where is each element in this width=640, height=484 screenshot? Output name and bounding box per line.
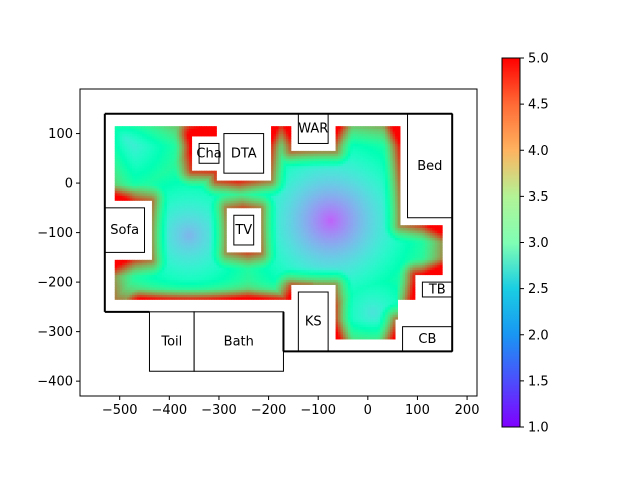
room-dta-label: DTA <box>231 146 257 161</box>
room-bed-label: Bed <box>417 159 442 174</box>
room-cha: Cha <box>196 143 221 163</box>
room-cha-label: Cha <box>196 146 221 161</box>
room-sofa-label: Sofa <box>110 223 139 238</box>
colorbar-tick-label: 1.0 <box>528 421 549 436</box>
room-war-label: WAR <box>298 122 328 137</box>
x-tick-label: −500 <box>102 403 138 418</box>
x-tick-label: −400 <box>151 403 187 418</box>
x-tick-label: 0 <box>364 403 372 418</box>
colorbar-tick-label: 2.0 <box>528 328 549 343</box>
room-tb-label: TB <box>428 283 446 298</box>
y-tick-label: −100 <box>37 226 73 241</box>
room-bath: Bath <box>194 312 283 371</box>
y-tick-label: −200 <box>37 276 73 291</box>
colorbar-tick-label: 1.5 <box>528 374 549 389</box>
room-tv: TV <box>234 215 254 245</box>
colorbar-tick-label: 4.5 <box>528 98 549 113</box>
room-cb-label: CB <box>418 332 436 347</box>
colorbar-tick-label: 2.5 <box>528 282 549 297</box>
y-tick-label: 0 <box>65 177 73 192</box>
x-axis: −500 −400 −300 −200 −100 0 100 200 <box>102 396 480 418</box>
colorbar-axis: 1.0 1.5 2.0 2.5 3.0 3.5 4.0 4.5 5.0 <box>520 52 549 436</box>
colorbar-tick-label: 3.5 <box>528 190 549 205</box>
colorbar <box>502 58 520 427</box>
colorbar-tick-label: 4.0 <box>528 144 549 159</box>
y-tick-label: 100 <box>48 127 73 142</box>
room-war: WAR <box>298 114 328 144</box>
y-axis: 100 0 −100 −200 −300 −400 <box>37 127 80 390</box>
colorbar-tick-label: 5.0 <box>528 52 549 67</box>
x-tick-label: 100 <box>405 403 430 418</box>
x-tick-label: 200 <box>455 403 480 418</box>
x-tick-label: −200 <box>251 403 287 418</box>
room-tv-label: TV <box>234 223 252 238</box>
room-bath-label: Bath <box>224 335 254 350</box>
x-tick-label: −300 <box>201 403 237 418</box>
room-dta: DTA <box>224 134 264 174</box>
room-ks-label: KS <box>305 315 322 330</box>
room-toil: Toil <box>149 312 194 371</box>
room-toil-label: Toil <box>160 335 182 350</box>
room-ks: KS <box>298 292 328 351</box>
colorbar-tick-label: 3.0 <box>528 236 549 251</box>
room-bed: Bed <box>408 114 453 218</box>
y-tick-label: −400 <box>37 375 73 390</box>
x-tick-label: −100 <box>300 403 336 418</box>
room-tb: TB <box>422 282 452 297</box>
y-tick-label: −300 <box>37 325 73 340</box>
room-cb: CB <box>403 327 453 352</box>
room-sofa: Sofa <box>105 208 145 253</box>
heatmap-field <box>115 126 443 339</box>
